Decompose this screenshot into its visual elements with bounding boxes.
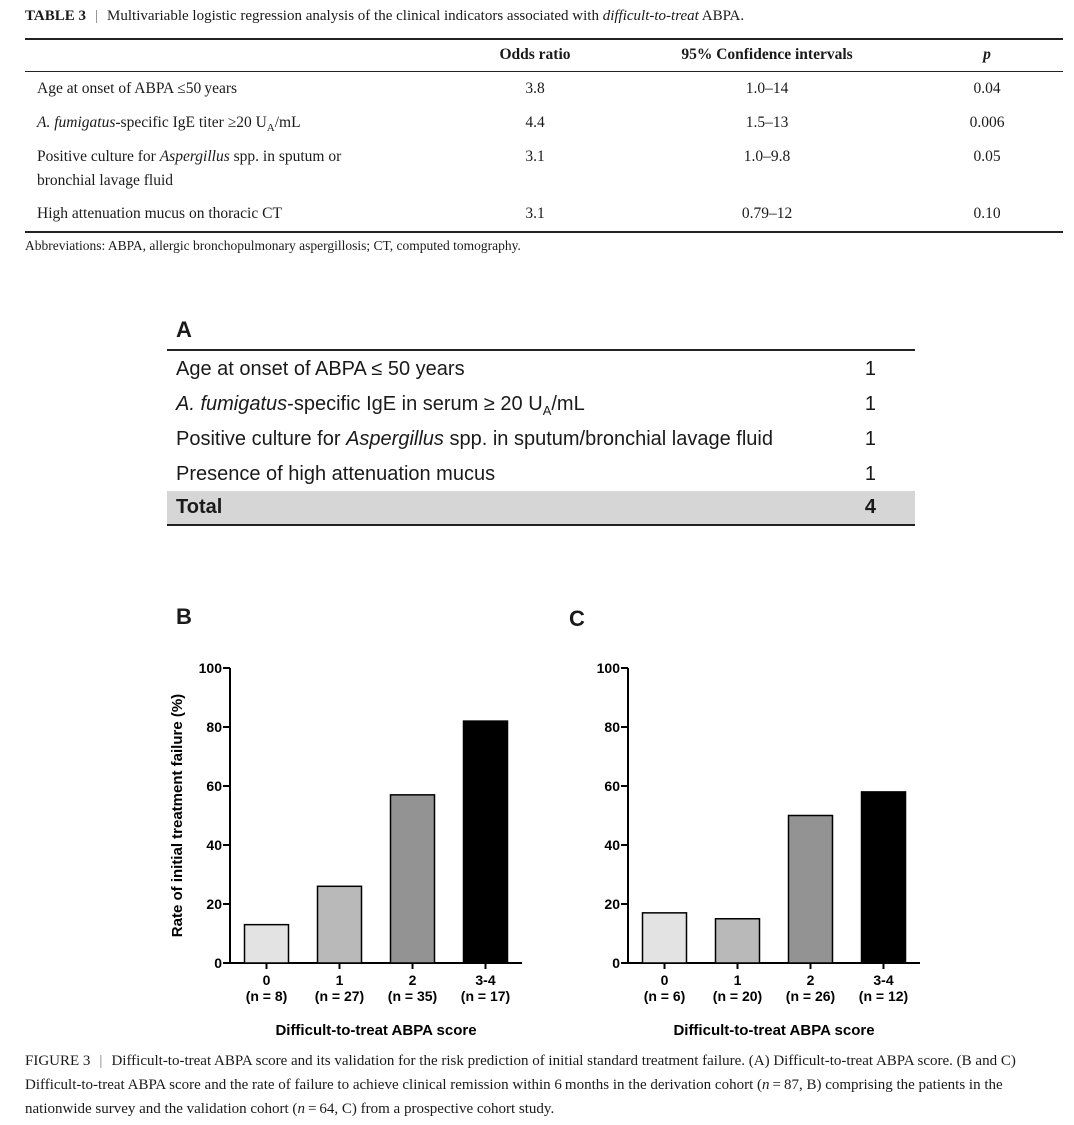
y-axis-title: Rate of initial treatment failure (%) (169, 694, 186, 937)
x-tick-n-label: (n = 35) (388, 988, 437, 1004)
x-tick-n-label: (n = 20) (713, 988, 762, 1004)
y-tick-label: 80 (604, 719, 620, 735)
score-row-points: 1 (864, 393, 876, 415)
score-row-points: 1 (864, 463, 876, 485)
figure-caption-text: Difficult-to-treat ABPA score and its va… (25, 1053, 1016, 1117)
score-row: Presence of high attenuation mucus 1 (167, 458, 915, 492)
table-title: Multivariable logistic regression analys… (107, 8, 745, 24)
x-tick-n-label: (n = 27) (315, 988, 364, 1004)
score-row: Positive culture for Aspergillus spp. in… (167, 423, 915, 457)
bar (389, 794, 436, 964)
y-tick-label: 0 (214, 955, 222, 971)
table-cell-ci: 1.0–9.8 (743, 148, 791, 165)
y-tick-label: 80 (206, 719, 222, 735)
y-tick-label: 40 (604, 837, 620, 853)
score-row-label: Presence of high attenuation mucus (176, 463, 496, 485)
x-tick-label: 1 (336, 972, 344, 988)
y-tick-label: 100 (597, 660, 621, 676)
panel-c-letter: C (569, 606, 585, 631)
y-tick-label: 60 (604, 778, 620, 794)
x-tick-n-label: (n = 12) (859, 988, 908, 1004)
score-row-points: 1 (864, 428, 876, 450)
table-header-rule (25, 71, 1063, 72)
table-row-label: Age at onset of ABPA ≤50 years (37, 80, 238, 97)
x-tick-label: 3-4 (873, 972, 893, 988)
table-cell-p: 0.04 (973, 80, 1001, 97)
bar (641, 912, 688, 964)
score-row-label: Positive culture for Aspergillus spp. in… (176, 428, 773, 450)
y-tick-label: 40 (206, 837, 222, 853)
panel-a-top-rule (167, 349, 915, 351)
table-cell-p: 0.05 (973, 148, 1001, 165)
table-top-rule (25, 38, 1063, 40)
x-axis-title: Difficult-to-treat ABPA score (275, 1022, 476, 1039)
header-p-value: p (983, 46, 991, 63)
header-odds-ratio: Odds ratio (499, 46, 571, 63)
bar (787, 814, 834, 964)
x-tick-n-label: (n = 17) (461, 988, 510, 1004)
table-cell-odds: 3.1 (525, 205, 545, 222)
table-cell-odds: 4.4 (525, 114, 545, 131)
x-tick-n-label: (n = 26) (786, 988, 835, 1004)
x-axis-title: Difficult-to-treat ABPA score (673, 1022, 874, 1039)
table-row-label: High attenuation mucus on thoracic CT (37, 205, 282, 222)
score-row: A. fumigatus-specific IgE in serum ≥ 20 … (167, 388, 915, 422)
table-row-label-continued: bronchial lavage fluid (37, 172, 174, 189)
score-total-points: 4 (864, 496, 876, 518)
y-tick-label: 0 (612, 955, 620, 971)
table-footnote: Abbreviations: ABPA, allergic bronchopul… (25, 238, 521, 253)
panel-a-letter: A (176, 317, 192, 342)
table-label: TABLE 3 (25, 8, 86, 24)
bar (243, 923, 290, 964)
bar (860, 791, 907, 964)
x-tick-label: 2 (807, 972, 815, 988)
table-cell-ci: 1.0–14 (745, 80, 789, 97)
table-cell-p: 0.006 (969, 114, 1005, 131)
panel-b-letter: B (176, 604, 192, 629)
bar (714, 918, 761, 964)
y-tick-label: 20 (206, 896, 222, 912)
score-row-label: Age at onset of ABPA ≤ 50 years (176, 358, 465, 380)
table-caption: TABLE 3 | Multivariable logistic regressio… (25, 8, 745, 24)
table-cell-odds: 3.8 (525, 80, 545, 97)
table-row-label: Positive culture for Aspergillus spp. in… (37, 148, 342, 165)
x-tick-n-label: (n = 6) (644, 988, 686, 1004)
y-tick-label: 100 (199, 660, 223, 676)
score-total-row: Total 4 (167, 491, 915, 525)
bar (462, 720, 509, 964)
header-confidence-intervals: 95% Confidence intervals (681, 46, 853, 63)
score-row-points: 1 (864, 358, 876, 380)
score-total-label: Total (176, 496, 223, 518)
x-tick-label: 3-4 (475, 972, 495, 988)
table-cell-ci: 1.5–13 (745, 114, 789, 131)
x-tick-label: 1 (734, 972, 742, 988)
panel-a-bottom-rule (167, 524, 915, 526)
table-cell-ci: 0.79–12 (741, 205, 793, 222)
y-tick-label: 20 (604, 896, 620, 912)
table-cell-p: 0.10 (973, 205, 1001, 222)
y-tick-label: 60 (206, 778, 222, 794)
score-row-label: A. fumigatus-specific IgE in serum ≥ 20 … (176, 393, 585, 418)
x-tick-label: 0 (263, 972, 271, 988)
x-tick-n-label: (n = 8) (246, 988, 288, 1004)
table-cell-odds: 3.1 (525, 148, 545, 165)
table-bottom-rule (25, 231, 1063, 233)
table-row-label: A. fumigatus-specific IgE titer ≥20 UA/m… (37, 114, 301, 135)
figure-caption: FIGURE 3 | Difficult-to-treat ABPA score a… (25, 1053, 1016, 1117)
bar (316, 885, 363, 964)
figure-label: FIGURE 3 (25, 1053, 91, 1069)
score-row: Age at onset of ABPA ≤ 50 years 1 (167, 353, 915, 387)
x-tick-label: 2 (409, 972, 417, 988)
x-tick-label: 0 (661, 972, 669, 988)
